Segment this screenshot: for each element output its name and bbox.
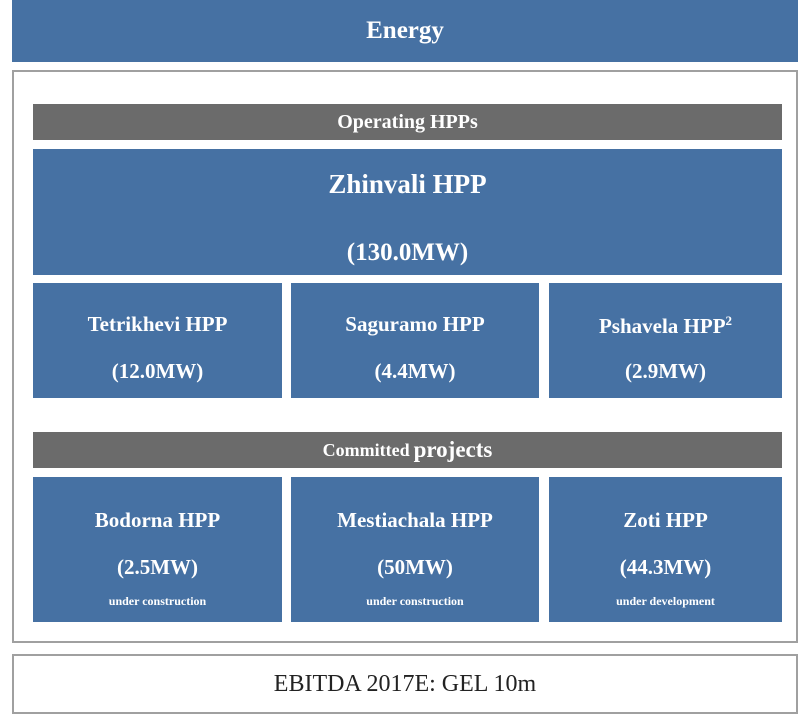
section-title: projects [413,437,493,462]
plant-name-line: Pshavela HPP2 [549,314,782,337]
footer-text: EBITDA 2017E: GEL 10m [273,670,537,697]
plant-name: Pshavela HPP [598,314,726,338]
plant-box: Pshavela HPP2 (2.9MW) [549,283,782,398]
plant-box: Saguramo HPP (4.4MW) [291,283,539,398]
footnote-marker: 2 [725,313,733,328]
plant-capacity: (130.0MW) [346,239,469,266]
section-title: Committed [322,439,410,460]
plant-name: Tetrikhevi HPP [87,312,228,336]
section-title: Operating HPPs [337,110,478,133]
plant-name: Zhinvali HPP [328,169,487,199]
project-box: Mestiachala HPP (50MW) under constructio… [291,477,539,622]
header-title: Energy [366,17,444,44]
footer-box: EBITDA 2017E: GEL 10m [12,654,798,714]
project-capacity: (2.5MW) [116,555,199,579]
project-name: Bodorna HPP [94,508,221,532]
plant-box: Zhinvali HPP (130.0MW) [33,149,782,275]
project-capacity: (50MW) [377,555,453,579]
project-box: Zoti HPP (44.3MW) under development [549,477,782,622]
section-bar: Committed projects [33,432,782,468]
plant-capacity: (12.0MW) [111,359,204,383]
project-name: Mestiachala HPP [337,508,493,532]
project-name: Zoti HPP [623,508,708,532]
plant-box: Tetrikhevi HPP (12.0MW) [33,283,282,398]
section-bar: Operating HPPs [33,104,782,140]
header-bar: Energy [12,0,798,62]
plant-name: Saguramo HPP [345,312,485,336]
project-status: under construction [108,594,207,608]
project-status: under development [616,594,715,608]
plant-capacity: (2.9MW) [624,359,707,383]
project-capacity: (44.3MW) [619,555,712,579]
project-box: Bodorna HPP (2.5MW) under construction [33,477,282,622]
project-status: under construction [366,594,464,608]
plant-capacity: (4.4MW) [374,359,456,383]
